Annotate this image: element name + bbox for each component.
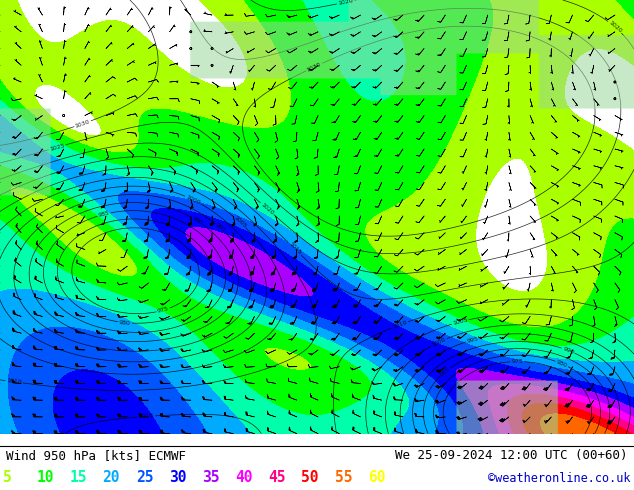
Text: 35: 35 — [202, 470, 219, 486]
Text: 1015: 1015 — [138, 414, 154, 419]
Text: 45: 45 — [268, 470, 286, 486]
Text: 995: 995 — [214, 222, 226, 234]
Text: 1020: 1020 — [260, 202, 275, 216]
Text: 55: 55 — [335, 470, 352, 486]
Text: 1010: 1010 — [392, 319, 408, 330]
Text: We 25-09-2024 12:00 UTC (00+60): We 25-09-2024 12:00 UTC (00+60) — [395, 449, 628, 463]
Text: 975: 975 — [157, 306, 170, 314]
Text: 990: 990 — [562, 346, 574, 355]
Text: 10: 10 — [36, 470, 54, 486]
Text: 1000: 1000 — [185, 194, 201, 205]
Text: 25: 25 — [136, 470, 153, 486]
Text: ©weatheronline.co.uk: ©weatheronline.co.uk — [488, 472, 631, 486]
Text: 20: 20 — [103, 470, 120, 486]
Text: 60: 60 — [368, 470, 385, 486]
Text: 1030: 1030 — [75, 119, 91, 129]
Text: 1000: 1000 — [431, 337, 447, 348]
Text: 985: 985 — [98, 210, 110, 218]
Text: 1010: 1010 — [6, 378, 22, 385]
Text: 50: 50 — [301, 470, 319, 486]
Text: 40: 40 — [235, 470, 253, 486]
Text: 1020: 1020 — [337, 0, 354, 6]
Text: 1020: 1020 — [607, 20, 623, 34]
Text: 1015: 1015 — [287, 242, 302, 256]
Text: Wind 950 hPa [kts] ECMWF: Wind 950 hPa [kts] ECMWF — [6, 449, 186, 463]
Text: 995: 995 — [467, 336, 479, 344]
Text: 975: 975 — [512, 359, 523, 364]
Text: 1025: 1025 — [49, 143, 65, 152]
Text: 5: 5 — [3, 470, 12, 486]
Text: 980: 980 — [555, 359, 568, 368]
Text: 985: 985 — [439, 366, 451, 377]
Text: 980: 980 — [119, 319, 131, 326]
Text: 1005: 1005 — [452, 318, 469, 326]
Text: 30: 30 — [169, 470, 186, 486]
Text: 990: 990 — [191, 216, 204, 226]
Text: 1030: 1030 — [306, 61, 322, 73]
Text: 1005: 1005 — [232, 215, 247, 229]
Text: 15: 15 — [70, 470, 87, 486]
